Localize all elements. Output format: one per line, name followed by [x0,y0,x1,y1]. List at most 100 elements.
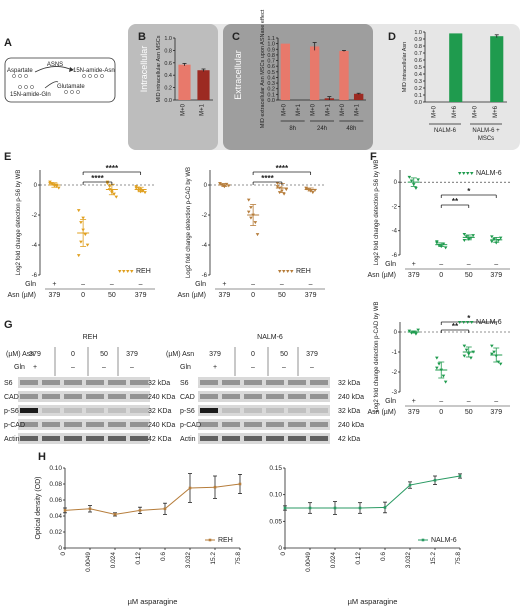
y-tick-label: -4 [32,243,38,249]
group-label: NALM-6 + [472,128,500,134]
blot: NALM-6 379 0 50 379 + – – – S6 32 kDa CAD 240 kDa p-S… [180,334,364,444]
data-point [492,350,496,354]
asn-value: 379 [49,292,61,299]
blot-size-label: 240 kDa [338,394,364,401]
asn-row-label: Asn (µM) [7,292,36,299]
bar [197,70,210,100]
molecule-dot [12,74,16,78]
blot-band [222,422,240,427]
x-axis-label: µM asparagine [128,597,178,606]
panel-d-bg [380,24,514,150]
gln-value: – [494,398,498,405]
blot-asn-label-2: (µM) Asn [166,351,194,358]
y-tick-label: 0.3 [414,79,422,85]
data-point [163,507,167,511]
data-point [333,506,337,510]
blot-size-label: 240 KDa [148,422,175,429]
legend-marker [278,270,282,273]
y-axis-label: Optical density (OD) [35,476,42,539]
x-tick-label: 0.024 [110,552,117,569]
y-tick-label: 1.0 [414,30,422,36]
y-axis-label: Log2 fold change detection p-S6 by WB [374,160,380,266]
bar [339,50,349,100]
legend-label: NALM-6 [476,170,502,177]
blot-band [42,408,60,413]
blot-gln-value: – [102,364,106,371]
data-point [218,182,222,186]
y-tick-label: 0 [58,545,62,552]
data-point [441,242,446,246]
gln-value: + [412,261,416,268]
data-point [407,175,412,179]
gln-value: + [412,398,416,405]
gln-value: – [439,398,443,405]
blot-band [20,422,38,427]
blot-band [200,408,218,413]
data-point [433,478,437,482]
blot-band [20,408,38,413]
y-tick-label: 0.2 [164,86,172,92]
chart-E2: -6 -4 -2 0 +379 – 0 – 50 – 379 Gln Asn (µM) ******** L… [177,164,325,299]
blot-band [108,422,126,427]
y-tick-label: 0.9 [414,37,422,43]
blot-asn-value: 50 [100,351,108,358]
molecule-dot [18,74,22,78]
chart-title: Extracellular [233,50,243,100]
data-point [441,374,446,378]
asn-value: 50 [465,272,473,279]
x-tick-label: 0.0049 [305,552,312,572]
data-point [462,354,467,358]
y-tick-label: 0.3 [267,81,275,87]
data-point [490,240,494,244]
blot-band [200,380,218,385]
data-point [462,344,467,348]
data-point [304,187,309,191]
data-point [383,506,387,509]
asn-row-label: Asn (µM) [367,409,396,416]
blot-band [20,380,38,385]
y-tick-label: 0.15 [269,465,282,472]
blot-band [108,394,126,399]
gln-value: – [494,261,498,268]
legend-marker [462,321,466,324]
data-point [462,232,467,236]
data-point [435,240,439,244]
y-tick-label: 0.4 [267,75,275,81]
y-tick-label: 0.8 [164,48,172,54]
bar [353,93,364,100]
chart-H2: 0 0.05 0.10 0.15 0 0.0049 0.024 0.12 0.6 3.032 15.… [269,465,462,606]
blot-size-label: 32 kDa [148,380,170,387]
molecule-dot [82,74,86,78]
blot-band [108,436,126,441]
asn-value: 0 [439,409,443,416]
blot-band [86,380,104,385]
panel-a-substrate1: Aspartate [7,68,33,74]
blot-band [130,380,148,385]
asn-value: 379 [490,272,502,279]
x-tick-label: M+6 [493,105,499,118]
series-line [64,483,241,515]
gln-value: – [280,281,284,288]
data-point [253,221,258,225]
data-point [112,192,116,196]
blot-size-label: 32 kDa [338,380,360,387]
blot-row-label: p-S6 [4,408,19,415]
asn-value: 0 [251,292,255,299]
group-label: 8h [289,126,296,132]
y-axis-label: Log2 fold change detection p-S6 by WB [16,170,22,276]
data-point [498,236,503,240]
y-tick-label: 0.7 [267,59,275,65]
x-tick-label: 0.6 [160,552,167,561]
blot-title: REH [83,334,98,341]
blot-band [130,408,148,413]
asn-value: 0 [81,292,85,299]
x-tick-label: 15.2 [430,552,437,565]
blot-row-label: p-CAD [4,422,25,429]
y-axis-label: MID intracellular Asn [402,42,408,92]
y-tick-label: 0.7 [414,51,422,57]
blot-band [266,422,284,427]
blot-band [86,422,104,427]
blot-asn-value: 379 [126,351,138,358]
x-tick-label: M+0 [472,105,478,118]
data-point [284,188,289,192]
